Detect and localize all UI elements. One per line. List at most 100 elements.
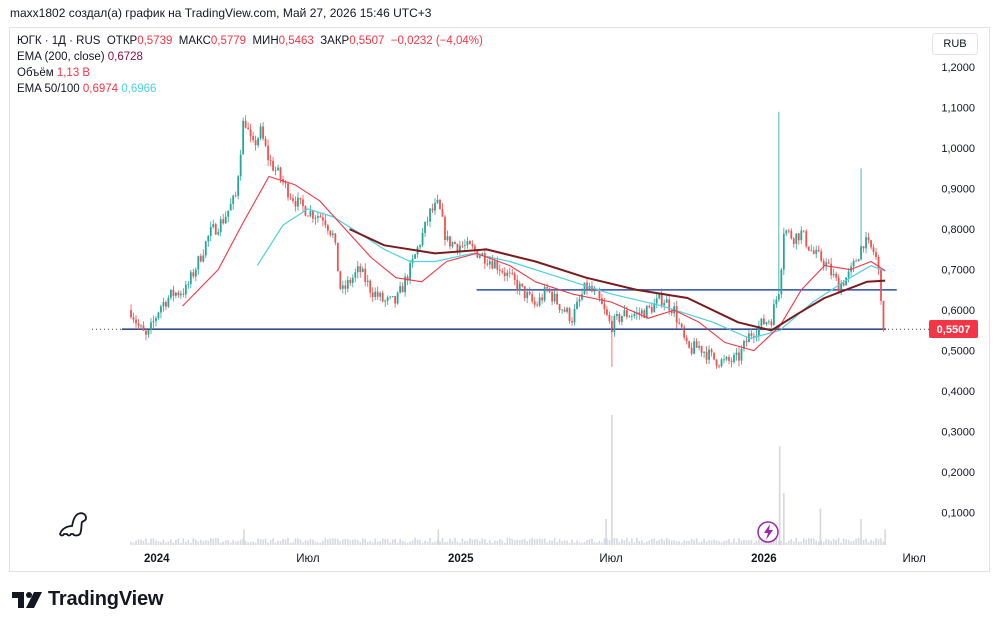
candle-body <box>202 255 205 262</box>
volume-bar <box>317 542 319 545</box>
volume-spike <box>437 529 440 545</box>
currency-button[interactable]: RUB <box>932 33 978 55</box>
open-label: ОТКР <box>106 35 138 47</box>
ema100-value: 0,6966 <box>121 83 157 95</box>
volume-bar <box>730 542 733 545</box>
candle-body <box>471 244 474 247</box>
candle-body <box>130 310 132 318</box>
volume-bar <box>618 541 621 545</box>
candle-body <box>503 272 506 277</box>
volume-bar <box>792 541 795 545</box>
candle-body <box>653 303 656 313</box>
volume-bar <box>155 540 157 545</box>
candle-body <box>147 330 150 335</box>
volume-bar <box>840 542 842 545</box>
lightning-icon[interactable] <box>757 521 779 543</box>
volume-bar <box>471 539 474 545</box>
candle-body <box>817 249 820 252</box>
volume-spike <box>611 415 613 545</box>
volume-bar <box>434 541 436 545</box>
volume-bar <box>329 538 332 545</box>
candle-body <box>767 321 770 323</box>
volume-bar <box>735 542 738 545</box>
candle-body <box>660 294 663 306</box>
candle-body <box>491 261 494 269</box>
volume-spike <box>243 529 245 545</box>
candle-body <box>528 292 531 295</box>
volume-bar <box>132 542 135 545</box>
candle-body <box>698 345 701 348</box>
candle-body <box>237 176 240 196</box>
volume-bar <box>820 540 823 545</box>
volume-bar <box>152 538 155 545</box>
candle-body <box>760 318 763 326</box>
candle-body <box>209 226 212 236</box>
candle-body <box>132 317 135 320</box>
volume-bar <box>680 542 683 545</box>
volume-bar <box>733 538 735 545</box>
volume-bar <box>421 542 424 545</box>
legend-volume-row[interactable]: Объём 1,13 B <box>17 65 483 81</box>
volume-bar <box>334 538 337 545</box>
candle-body <box>770 321 773 326</box>
y-tick-label: 0,4000 <box>941 386 975 398</box>
volume-bar <box>361 538 364 545</box>
candle-body <box>222 219 225 224</box>
volume-bar <box>414 537 416 545</box>
volume-bar <box>810 538 813 545</box>
volume-bar <box>192 538 195 545</box>
candle-body <box>483 253 486 264</box>
volume-bar <box>135 540 137 545</box>
volume-bar <box>267 542 269 545</box>
candle-body <box>339 271 342 289</box>
volume-bar <box>406 542 409 545</box>
candle-body <box>516 279 519 291</box>
ema100-line <box>256 208 886 340</box>
volume-bar <box>865 538 867 545</box>
volume-bar <box>835 539 837 545</box>
low-label: МИН <box>252 35 279 47</box>
candle-body <box>137 323 140 326</box>
candle-body <box>640 310 643 314</box>
legend-ema50-100-row[interactable]: EMA 50/100 0,6974 0,6966 <box>17 81 483 97</box>
volume-bar <box>344 539 347 545</box>
volume-bar <box>758 538 760 545</box>
candle-body <box>187 283 190 285</box>
volume-bar <box>513 540 516 545</box>
volume-bar <box>190 542 192 545</box>
candle-body <box>488 261 491 265</box>
candle-body <box>511 273 514 274</box>
close-label: ЗАКР <box>320 35 350 47</box>
candle-body <box>212 224 215 227</box>
candle-body <box>426 221 429 223</box>
candle-body <box>780 269 783 295</box>
volume-bar <box>673 540 675 545</box>
candle-body <box>620 315 623 322</box>
candle-body <box>259 126 262 139</box>
volume-spike <box>605 519 607 545</box>
volume-bar <box>603 538 606 545</box>
legend-ema200-row[interactable]: EMA (200, close) 0,6728 <box>17 49 483 65</box>
candle-body <box>319 216 322 218</box>
candle-body <box>224 216 227 224</box>
candle-body <box>262 126 264 139</box>
volume-bar <box>237 540 239 545</box>
volume-bar <box>536 539 538 545</box>
candle-body <box>456 243 459 251</box>
y-tick-label: 1,2000 <box>941 62 975 74</box>
volume-bar <box>424 540 426 545</box>
volume-bar <box>531 538 533 545</box>
volume-bar <box>264 538 267 545</box>
volume-bar <box>182 538 185 545</box>
candle-body <box>723 359 725 361</box>
candle-body <box>730 360 733 363</box>
candle-body <box>279 167 282 180</box>
candle-body <box>855 260 857 262</box>
volume-bar <box>847 539 850 545</box>
volume-bar <box>272 538 274 545</box>
volume-bar <box>172 542 175 545</box>
candle-body <box>272 160 274 171</box>
symbol-name[interactable]: ЮГК · 1Д · RUS <box>17 35 101 47</box>
candle-body <box>842 283 845 286</box>
